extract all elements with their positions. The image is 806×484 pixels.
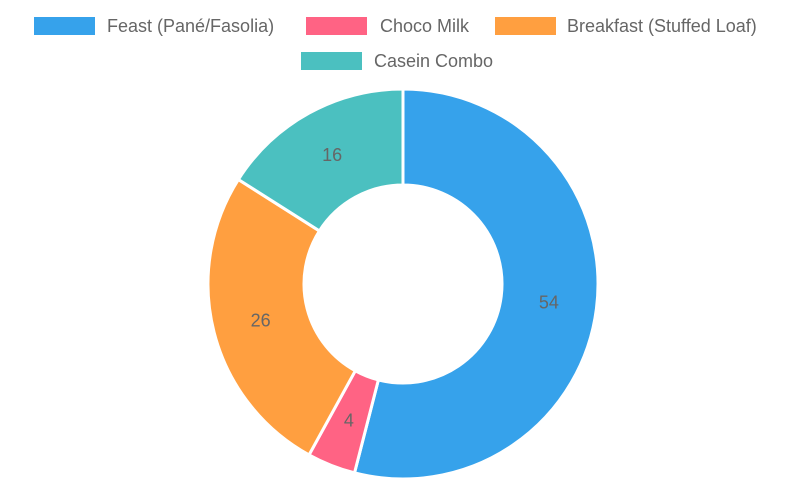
legend-swatch: [34, 17, 95, 35]
legend-label: Casein Combo: [374, 51, 493, 71]
legend-label: Feast (Pané/Fasolia): [107, 16, 274, 36]
legend-item[interactable]: Choco Milk: [306, 16, 470, 36]
legend-swatch: [301, 52, 362, 70]
slice-value-label: 26: [251, 311, 271, 331]
slice-value-label: 16: [322, 145, 342, 165]
slices: [206, 87, 600, 481]
slice-labels: 54 4 26 16: [251, 145, 559, 430]
slice-value-label: 4: [344, 411, 354, 431]
legend-label: Choco Milk: [380, 16, 470, 36]
legend: Feast (Pané/Fasolia) Choco Milk Breakfas…: [34, 16, 757, 71]
legend-swatch: [306, 17, 367, 35]
legend-label: Breakfast (Stuffed Loaf): [567, 16, 757, 36]
legend-swatch: [495, 17, 556, 35]
doughnut-slice[interactable]: [236, 87, 405, 234]
legend-item[interactable]: Casein Combo: [301, 51, 493, 71]
doughnut-slice[interactable]: [206, 177, 358, 457]
legend-item[interactable]: Feast (Pané/Fasolia): [34, 16, 274, 36]
slice-value-label: 54: [539, 292, 559, 312]
legend-item[interactable]: Breakfast (Stuffed Loaf): [495, 16, 757, 36]
doughnut-slice[interactable]: [352, 87, 600, 481]
